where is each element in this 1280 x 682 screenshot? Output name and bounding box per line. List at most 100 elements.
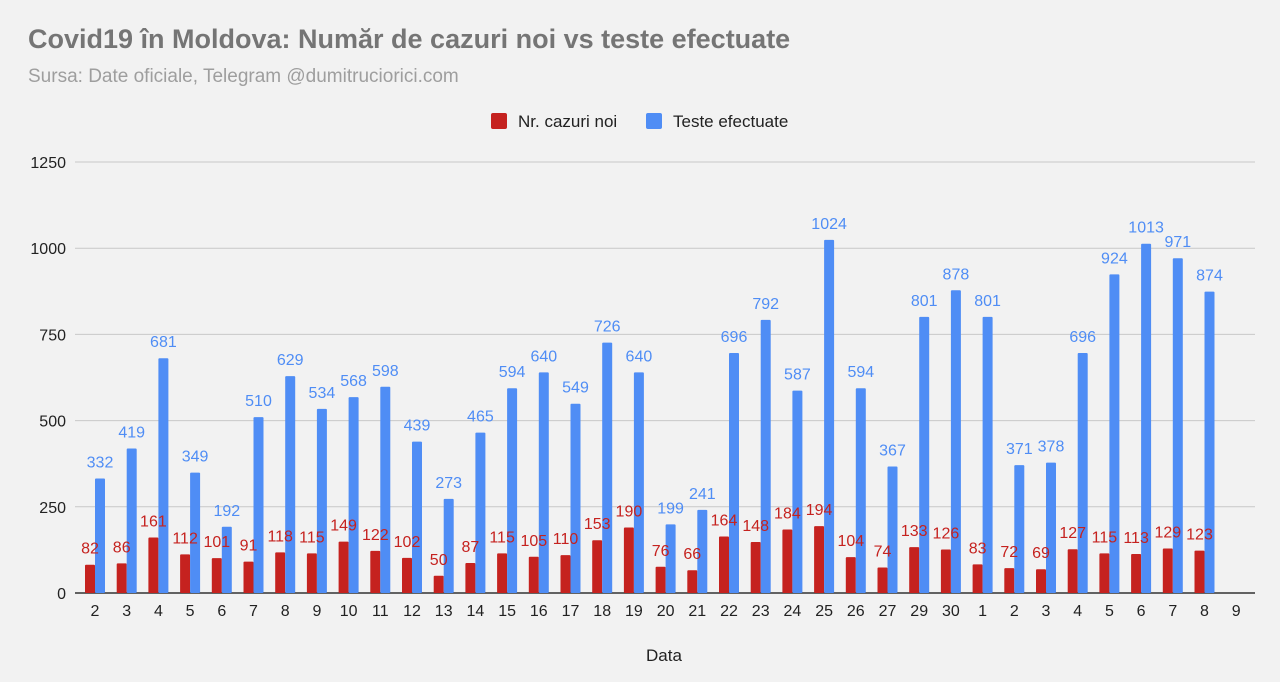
data-label-cases: 194 bbox=[806, 502, 833, 519]
data-label-tests: 465 bbox=[467, 409, 494, 426]
bar-tests bbox=[475, 432, 486, 593]
x-tick-label: 5 bbox=[1105, 603, 1114, 620]
bar-tests bbox=[887, 466, 898, 593]
bar-tests bbox=[538, 372, 549, 593]
data-label-tests: 629 bbox=[277, 352, 304, 369]
x-tick-label: 20 bbox=[657, 603, 675, 620]
x-tick-label: 4 bbox=[1073, 603, 1082, 620]
bar-cases bbox=[465, 563, 476, 593]
bar-tests bbox=[1204, 291, 1215, 593]
data-label-tests: 1024 bbox=[811, 216, 847, 233]
bar-cases bbox=[972, 564, 983, 593]
data-label-tests: 726 bbox=[594, 319, 621, 336]
y-tick-label: 1250 bbox=[30, 155, 66, 172]
chart-title: Covid19 în Moldova: Număr de cazuri noi … bbox=[28, 24, 791, 54]
bar-tests bbox=[285, 376, 296, 593]
bar-cases bbox=[909, 547, 920, 593]
legend-label: Teste efectuate bbox=[673, 112, 788, 131]
y-tick-label: 250 bbox=[39, 500, 66, 517]
bar-cases bbox=[782, 529, 793, 593]
x-tick-label: 6 bbox=[1137, 603, 1146, 620]
x-tick-label: 10 bbox=[340, 603, 358, 620]
x-tick-label: 12 bbox=[403, 603, 421, 620]
data-label-cases: 164 bbox=[711, 512, 738, 529]
data-label-tests: 874 bbox=[1196, 268, 1223, 285]
bar-cases bbox=[497, 553, 508, 593]
legend-swatch bbox=[646, 113, 662, 129]
bar-tests bbox=[190, 472, 201, 593]
bar-tests bbox=[982, 316, 993, 593]
data-label-cases: 126 bbox=[933, 526, 960, 543]
bar-tests bbox=[1077, 353, 1088, 593]
bar-cases bbox=[750, 541, 761, 593]
bar-tests bbox=[1046, 462, 1056, 593]
data-label-tests: 349 bbox=[182, 449, 209, 466]
bar-cases bbox=[116, 563, 127, 593]
data-label-cases: 113 bbox=[1123, 530, 1149, 547]
data-label-cases: 76 bbox=[652, 543, 670, 560]
bar-cases bbox=[1067, 549, 1078, 593]
x-tick-label: 5 bbox=[186, 603, 195, 620]
data-label-cases: 110 bbox=[553, 531, 579, 548]
x-tick-label: 6 bbox=[217, 603, 226, 620]
bar-tests bbox=[126, 448, 137, 593]
x-tick-label: 4 bbox=[154, 603, 163, 620]
data-label-cases: 83 bbox=[969, 540, 987, 557]
x-tick-label: 2 bbox=[91, 603, 100, 620]
bar-tests bbox=[1172, 258, 1183, 593]
bar-cases bbox=[338, 541, 349, 593]
x-tick-label: 9 bbox=[312, 603, 321, 620]
bar-tests bbox=[443, 498, 454, 593]
data-label-cases: 91 bbox=[240, 538, 258, 555]
bar-cases bbox=[211, 558, 222, 593]
x-tick-label: 2 bbox=[1010, 603, 1019, 620]
bar-tests bbox=[507, 388, 518, 593]
data-label-cases: 190 bbox=[616, 503, 643, 520]
x-axis-title: Data bbox=[646, 646, 682, 665]
bar-cases bbox=[1036, 569, 1046, 593]
bar-tests bbox=[760, 319, 771, 593]
legend-label: Nr. cazuri noi bbox=[518, 112, 617, 131]
bars bbox=[85, 239, 1215, 594]
data-label-tests: 241 bbox=[689, 486, 716, 503]
legend: Nr. cazuri noi Teste efectuate bbox=[491, 112, 788, 131]
bar-tests bbox=[221, 526, 232, 593]
data-label-tests: 640 bbox=[626, 348, 653, 365]
data-label-tests: 594 bbox=[847, 364, 874, 381]
bar-tests bbox=[665, 524, 676, 593]
data-label-tests: 378 bbox=[1038, 439, 1065, 456]
data-label-tests: 971 bbox=[1164, 234, 1191, 251]
bar-cases bbox=[560, 555, 571, 593]
x-tick-label: 21 bbox=[688, 603, 706, 620]
data-label-cases: 129 bbox=[1154, 525, 1181, 542]
bar-tests bbox=[633, 372, 644, 593]
bar-tests bbox=[570, 403, 581, 593]
x-tick-label: 18 bbox=[593, 603, 611, 620]
data-label-tests: 696 bbox=[1069, 329, 1096, 346]
data-label-tests: 924 bbox=[1101, 250, 1128, 267]
bar-cases bbox=[85, 564, 95, 593]
data-label-cases: 153 bbox=[584, 516, 611, 533]
x-axis-ticks: 2 3 4 5 6 7 8 9 10 11 12 13 14 15 16 17 18 19 20 21 22 23 24 25… bbox=[91, 603, 1241, 620]
x-tick-label: 13 bbox=[435, 603, 453, 620]
data-label-cases: 72 bbox=[1000, 544, 1018, 561]
x-tick-label: 26 bbox=[847, 603, 865, 620]
data-label-tests: 439 bbox=[404, 418, 431, 435]
bar-cases bbox=[433, 575, 444, 593]
data-label-tests: 192 bbox=[213, 503, 240, 520]
bar-cases bbox=[623, 527, 634, 593]
data-label-tests: 696 bbox=[721, 329, 748, 346]
data-label-cases: 82 bbox=[81, 541, 99, 558]
bar-cases bbox=[1131, 554, 1142, 593]
bar-cases bbox=[402, 557, 412, 593]
data-label-cases: 102 bbox=[394, 534, 421, 551]
bar-tests bbox=[950, 290, 961, 593]
bar-tests bbox=[95, 478, 105, 593]
y-tick-label: 500 bbox=[39, 414, 66, 431]
bar-cases bbox=[1099, 553, 1110, 593]
x-tick-label: 14 bbox=[467, 603, 485, 620]
x-tick-label: 8 bbox=[281, 603, 290, 620]
bar-tests bbox=[602, 342, 613, 593]
